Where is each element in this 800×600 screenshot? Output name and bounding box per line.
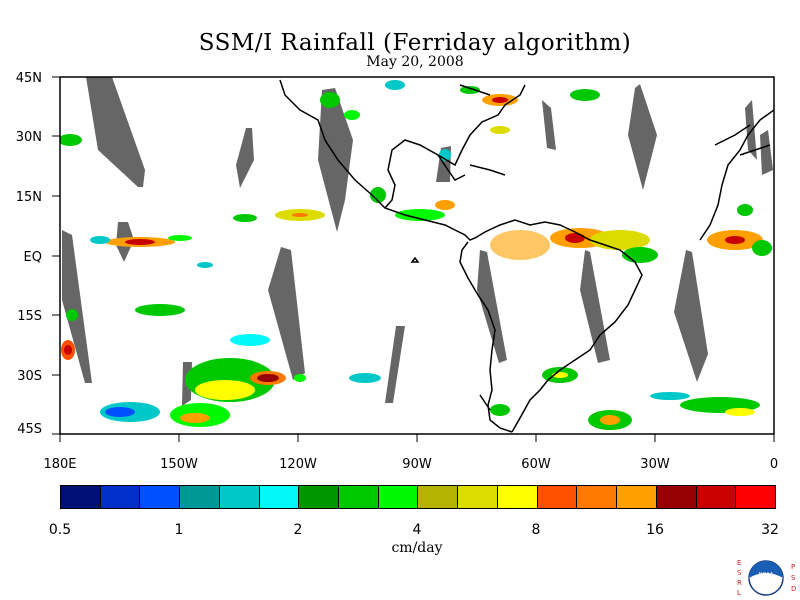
lat-label-45s: 45S <box>17 422 42 437</box>
svg-text:E: E <box>737 559 741 567</box>
svg-text:S: S <box>737 569 742 577</box>
colorbar-swatch-6 <box>299 486 340 508</box>
lat-label-15n: 15N <box>15 190 42 205</box>
colorbar-swatch-9 <box>418 486 459 508</box>
svg-text:S: S <box>791 574 796 582</box>
colorbar-swatch-5 <box>259 486 300 508</box>
map-title: SSM/I Rainfall (Ferriday algorithm) <box>198 30 632 56</box>
lat-label-30s: 30S <box>17 369 42 384</box>
colorbar-swatch-2 <box>140 486 181 508</box>
lat-label-eq: EQ <box>23 250 42 265</box>
svg-text:L: L <box>737 589 741 597</box>
svg-text:D: D <box>791 585 796 593</box>
map-frame <box>59 76 775 435</box>
colorbar-tick-8: 8 <box>531 522 541 538</box>
lat-label-30n: 30N <box>15 130 42 145</box>
colorbar-tick-1: 1 <box>174 522 184 538</box>
colorbar-swatch-12 <box>537 486 578 508</box>
svg-text:P: P <box>791 563 795 571</box>
colorbar-swatch-17 <box>736 486 775 508</box>
noaa-logo-text: NOAA <box>759 572 774 578</box>
colorbar-tick-0-5: 0.5 <box>48 522 72 538</box>
colorbar-swatch-0 <box>61 486 101 508</box>
colorbar-swatch-15 <box>656 486 697 508</box>
colorbar-tick-16: 16 <box>646 522 664 538</box>
lon-label-60w: 60W <box>521 457 551 472</box>
lat-label-45n: 45N <box>15 71 42 86</box>
colorbar-swatch-11 <box>497 486 538 508</box>
lon-label-180e: 180E <box>43 457 77 472</box>
colorbar-tick-4: 4 <box>412 522 422 538</box>
colorbar-swatch-10 <box>458 486 498 508</box>
colorbar-swatch-14 <box>617 486 657 508</box>
rainfall-patches <box>60 80 772 430</box>
lon-label-30w: 30W <box>640 457 670 472</box>
colorbar-swatch-7 <box>339 486 379 508</box>
map-date: May 20, 2008 <box>366 54 464 70</box>
lon-label-90w: 90W <box>402 457 432 472</box>
colorbar-swatch-3 <box>180 486 220 508</box>
lon-label-150w: 150W <box>160 457 198 472</box>
colorbar-swatch-4 <box>219 486 260 508</box>
colorbar <box>60 485 776 509</box>
svg-text:R: R <box>737 579 742 587</box>
map-content <box>60 77 774 433</box>
lat-label-15s: 15S <box>17 309 42 324</box>
colorbar-unit: cm/day <box>391 540 443 556</box>
lon-label-120w: 120W <box>279 457 317 472</box>
coastlines <box>279 79 774 433</box>
colorbar-swatch-13 <box>577 486 618 508</box>
axis-ticks <box>52 76 775 442</box>
colorbar-tick-2: 2 <box>293 522 303 538</box>
lon-label-0: 0 <box>769 457 779 472</box>
colorbar-swatch-16 <box>696 486 737 508</box>
colorbar-swatch-8 <box>378 486 419 508</box>
colorbar-tick-32: 32 <box>761 522 779 538</box>
colorbar-swatch-1 <box>100 486 141 508</box>
